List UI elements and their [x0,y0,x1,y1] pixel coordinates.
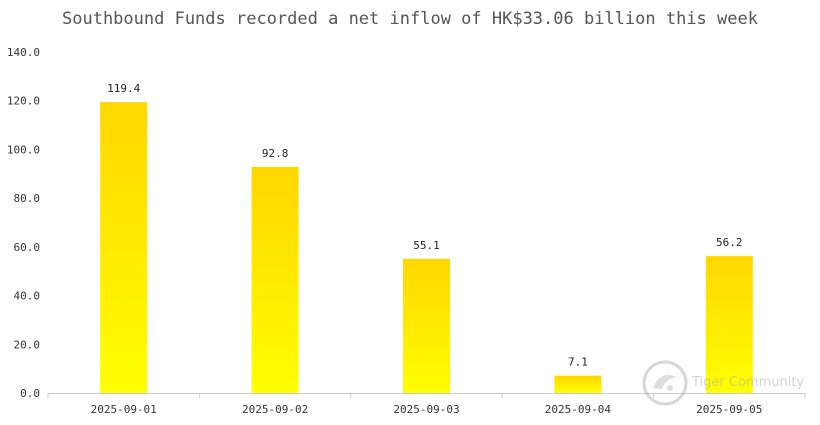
chart-title: Southbound Funds recorded a net inflow o… [62,9,758,29]
x-tick-label: 2025-09-02 [242,403,308,416]
y-tick-label: 20.0 [14,338,41,351]
y-tick-label: 120.0 [7,95,40,108]
data-label: 92.8 [262,147,289,160]
x-tick-label: 2025-09-01 [91,403,157,416]
y-tick-label: 0.0 [20,387,40,400]
watermark: Tiger Community [640,358,815,408]
x-tick-label: 2025-09-03 [393,403,459,416]
bar-2025-09-05 [705,256,753,393]
x-tick-label: 2025-09-04 [545,403,612,416]
data-labels: 119.4 92.8 55.1 7.1 56.2 [107,82,742,369]
y-tick-label: 80.0 [14,192,41,205]
bar-2025-09-03 [403,258,450,393]
bar-2025-09-02 [251,166,299,393]
watermark-text: Tiger Community [692,375,805,390]
y-tick-label: 40.0 [14,290,41,303]
bars [100,102,753,393]
data-label: 119.4 [107,82,140,95]
y-tick-label: 60.0 [14,241,41,254]
y-axis-labels: 0.0 20.0 40.0 60.0 80.0 100.0 120.0 140.0 [7,46,40,400]
y-tick-label: 100.0 [7,143,40,156]
y-tick-label: 140.0 [7,46,40,59]
data-label: 56.2 [716,236,743,249]
data-label: 55.1 [413,239,440,252]
tiger-logo-icon [642,360,688,406]
bar-2025-09-01 [100,102,148,393]
bar-2025-09-04 [554,375,602,393]
data-label: 7.1 [568,356,588,369]
x-axis: 2025-09-01 2025-09-02 2025-09-03 2025-09-04… [47,393,806,416]
x-tick-label: 2025-09-05 [696,403,762,416]
